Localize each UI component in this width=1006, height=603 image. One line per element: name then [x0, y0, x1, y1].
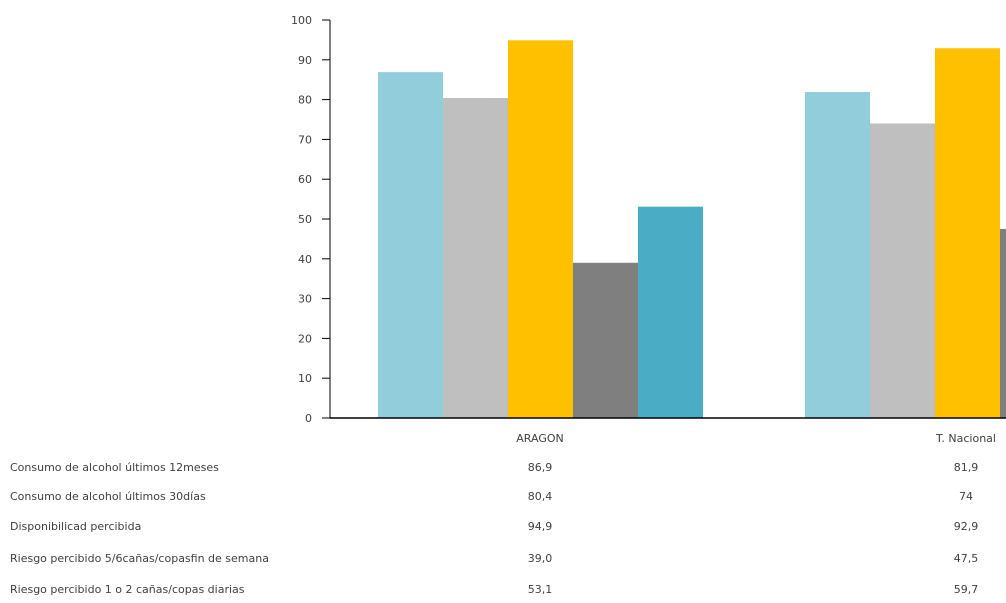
y-tick-label: 50 — [298, 213, 312, 226]
data-table-cell: 47,5 — [953, 552, 979, 565]
bars-layer — [330, 40, 1006, 419]
legend-row-label: Riesgo percibido 1 o 2 cañas/copas diari… — [10, 583, 245, 596]
data-table-cell: 59,7 — [953, 583, 979, 596]
y-tick-label: 60 — [298, 173, 312, 186]
bar-tnacional-series-1 — [805, 92, 870, 419]
data-table-cell: 53,1 — [527, 583, 553, 596]
bar-tnacional-series-2 — [870, 123, 935, 418]
x-category-label: T. Nacional — [935, 432, 996, 445]
bar-tnacional-series-4 — [1000, 228, 1006, 418]
legend-row-label: Consumo de alcohol últimos 12meses — [10, 461, 219, 474]
data-table-cell: 92,9 — [953, 520, 979, 533]
y-tick-label: 80 — [298, 94, 312, 107]
y-axis: 0 10 20 30 40 50 60 70 80 90 100 — [291, 14, 331, 425]
y-tick-label: 90 — [298, 54, 312, 67]
data-table-cell: 94,9 — [527, 520, 553, 533]
data-table-cell: 81,9 — [953, 461, 979, 474]
x-axis-labels: ARAGON T. Nacional — [516, 432, 996, 445]
data-table-cell: 39,0 — [527, 552, 553, 565]
y-tick-label: 40 — [298, 253, 312, 266]
legend-row-label: Consumo de alcohol últimos 30días — [10, 490, 206, 503]
bar-aragon-series-5 — [638, 206, 703, 418]
y-tick-label: 20 — [298, 332, 312, 345]
data-table-cell: 86,9 — [527, 461, 553, 474]
y-tick-label: 100 — [291, 14, 312, 27]
y-tick-label: 30 — [298, 293, 312, 306]
data-table-cell: 80,4 — [527, 490, 553, 503]
data-table-cell: 74 — [959, 490, 973, 503]
bar-aragon-series-1 — [378, 72, 443, 418]
legend-row-label: Riesgo percibido 5/6cañas/copasfin de se… — [10, 552, 269, 565]
bar-aragon-series-2 — [443, 98, 508, 419]
y-tick-label: 70 — [298, 133, 312, 146]
legend-row-label: Disponibilicad percibida — [10, 520, 142, 533]
bar-tnacional-series-3 — [935, 48, 1000, 419]
y-tick-label: 0 — [305, 412, 312, 425]
y-tick-label: 10 — [298, 372, 312, 385]
x-category-label: ARAGON — [516, 432, 563, 445]
bar-aragon-series-4 — [573, 262, 638, 418]
bar-aragon-series-3 — [508, 40, 573, 418]
